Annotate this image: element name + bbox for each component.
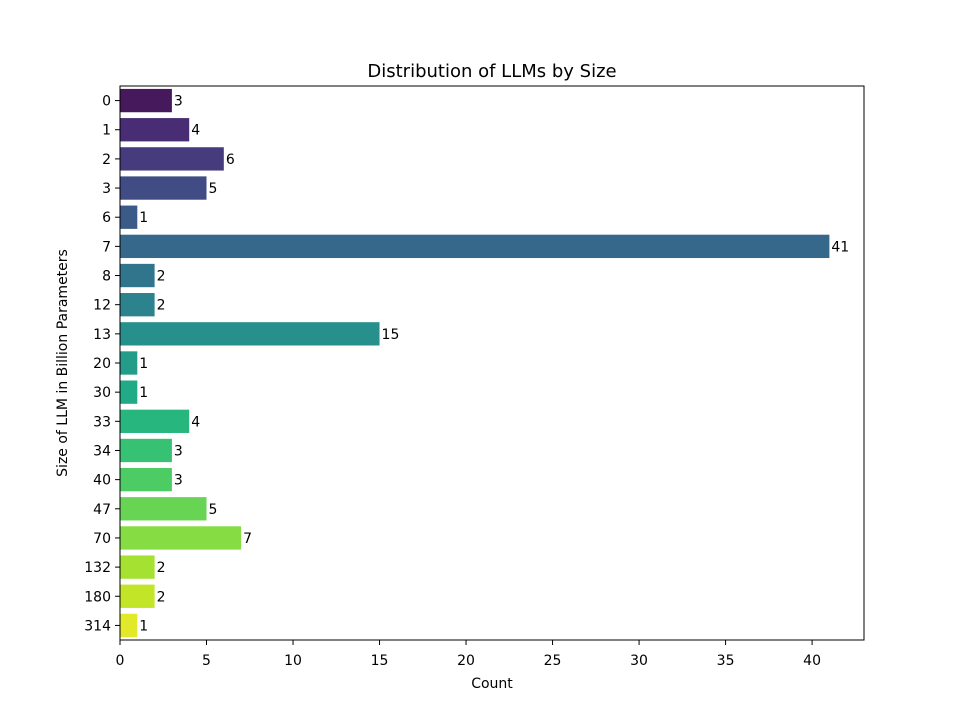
x-tick-label-15: 15 <box>371 653 389 669</box>
bar-value-label-0: 3 <box>174 94 183 110</box>
y-tick-label-12: 12 <box>93 298 111 314</box>
bar-180 <box>120 584 155 608</box>
x-tick-label-10: 10 <box>284 653 302 669</box>
x-axis-ticks: 0 5 10 15 20 25 30 35 40 <box>116 640 821 669</box>
bar-70 <box>120 526 242 550</box>
x-tick-label-0: 0 <box>116 653 125 669</box>
bar-8 <box>120 263 155 288</box>
y-tick-label-13: 13 <box>93 327 111 343</box>
plot-frame <box>119 85 865 641</box>
y-tick-label-34: 34 <box>93 443 111 459</box>
bar-value-label-8: 2 <box>157 269 166 285</box>
y-tick-label-180: 180 <box>84 589 111 605</box>
y-tick-label-8: 8 <box>102 269 111 285</box>
y-tick-label-40: 40 <box>93 473 111 489</box>
bar-6 <box>120 205 138 229</box>
bar-2 <box>120 147 224 171</box>
y-tick-label-3: 3 <box>102 181 111 197</box>
bar-value-label-3: 5 <box>209 181 218 197</box>
bar-value-label-2: 6 <box>226 152 235 168</box>
bar-value-label-30: 1 <box>139 385 148 401</box>
bar-13 <box>120 322 380 346</box>
bar-7 <box>120 234 830 259</box>
y-tick-label-2: 2 <box>102 152 111 168</box>
chart-title: Distribution of LLMs by Size <box>367 61 616 82</box>
bar-value-label-34: 3 <box>174 443 183 459</box>
bar-value-label-6: 1 <box>139 210 148 226</box>
x-tick-label-25: 25 <box>544 653 562 669</box>
bar-value-label-13: 15 <box>382 327 400 343</box>
bar-314 <box>120 613 138 638</box>
bar-30 <box>120 380 138 404</box>
bar-value-label-33: 4 <box>191 414 200 430</box>
y-tick-label-70: 70 <box>93 531 111 547</box>
y-tick-label-7: 7 <box>102 239 111 255</box>
bar-20 <box>120 351 138 375</box>
y-tick-label-30: 30 <box>93 385 111 401</box>
bar-34 <box>120 438 172 463</box>
y-tick-label-314: 314 <box>84 618 111 634</box>
bar-value-label-12: 2 <box>157 298 166 314</box>
bar-value-label-47: 5 <box>209 502 218 518</box>
bar-40 <box>120 467 172 492</box>
y-axis-label: Size of LLM in Billion Parameters <box>55 249 71 477</box>
y-tick-label-132: 132 <box>84 560 111 576</box>
y-tick-label-0: 0 <box>102 94 111 110</box>
x-tick-label-5: 5 <box>202 653 211 669</box>
bar-132 <box>120 555 155 579</box>
bar-3 <box>120 176 207 200</box>
bar-33 <box>120 409 190 433</box>
bar-47 <box>120 497 207 521</box>
bar-value-label-1: 4 <box>191 123 200 139</box>
bars-group <box>120 88 830 638</box>
bar-12 <box>120 293 155 317</box>
y-tick-label-33: 33 <box>93 414 111 430</box>
y-tick-label-6: 6 <box>102 210 111 226</box>
bar-value-label-20: 1 <box>139 356 148 372</box>
x-tick-label-30: 30 <box>630 653 648 669</box>
bar-value-label-40: 3 <box>174 473 183 489</box>
bar-0 <box>120 88 172 113</box>
x-tick-label-40: 40 <box>803 653 821 669</box>
y-tick-label-1: 1 <box>102 123 111 139</box>
bar-value-label-70: 7 <box>243 531 252 547</box>
x-tick-label-20: 20 <box>457 653 475 669</box>
bar-1 <box>120 118 190 142</box>
bar-value-label-132: 2 <box>157 560 166 576</box>
x-tick-label-35: 35 <box>717 653 735 669</box>
y-tick-label-20: 20 <box>93 356 111 372</box>
y-tick-label-47: 47 <box>93 502 111 518</box>
bar-value-label-7: 41 <box>831 239 849 255</box>
bar-value-label-314: 1 <box>139 618 148 634</box>
bar-value-label-180: 2 <box>157 589 166 605</box>
x-axis-label: Count <box>471 676 513 692</box>
